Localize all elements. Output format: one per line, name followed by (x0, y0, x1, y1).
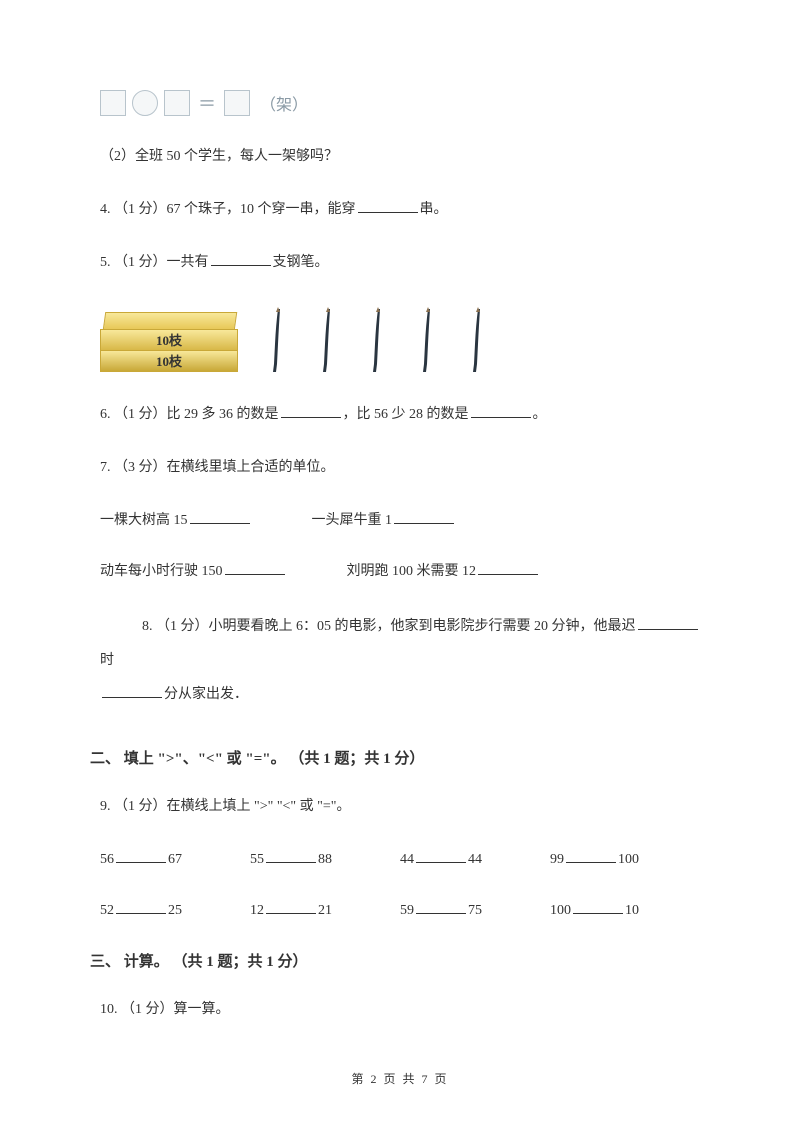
pencil-box-lid (103, 312, 238, 330)
pencil-box-layer-2: 10枝 (100, 350, 238, 372)
q9-r1-4-b: 100 (618, 852, 639, 867)
q9-r1-4: 99 100 (550, 847, 700, 872)
q6-blank-1[interactable] (281, 402, 341, 418)
equation-unit: （架） (260, 91, 308, 115)
q9-r1-1: 56 67 (100, 847, 250, 872)
question-5: 5. （1 分）一共有 支钢笔。 (100, 250, 710, 275)
q8-part1: 8. （1 分）小明要看晚上 6：05 的电影，他家到电影院步行需要 20 分钟… (142, 619, 636, 634)
q7-train-blank[interactable] (225, 559, 285, 575)
q6-blank-2[interactable] (471, 402, 531, 418)
q9-r2-3-b: 75 (468, 903, 482, 918)
question-7-intro: 7. （3 分）在横线里填上合适的单位。 (100, 455, 710, 480)
q9-r2-1: 52 25 (100, 898, 250, 923)
q5-blank[interactable] (211, 250, 271, 266)
equals-sign: ＝ (198, 90, 216, 116)
q9-r2-4: 100 10 (550, 898, 700, 923)
q7-train: 动车每小时行驶 150 (100, 559, 287, 584)
page-footer: 第 2 页 共 7 页 (0, 1070, 800, 1087)
pen-icon-1 (260, 304, 290, 374)
q9-r1-2-b: 88 (318, 852, 332, 867)
q9-r2-3: 59 75 (400, 898, 550, 923)
q7-run-text: 刘明跑 100 米需要 12 (347, 564, 477, 579)
question-8: 8. （1 分）小明要看晚上 6：05 的电影，他家到电影院步行需要 20 分钟… (100, 610, 710, 711)
pen-icon-4 (410, 304, 440, 374)
q7-train-text: 动车每小时行驶 150 (100, 564, 223, 579)
q9-r1-3: 44 44 (400, 847, 550, 872)
q8-blank-hour[interactable] (638, 614, 698, 630)
q9-row-1: 56 67 55 88 44 44 99 100 (100, 847, 710, 872)
q6-suffix: 。 (533, 407, 547, 422)
equation-operator-circle[interactable] (132, 90, 158, 116)
q9-r2-1-blank[interactable] (116, 898, 166, 914)
pencil-box-container: 10枝 10枝 (100, 312, 240, 374)
q9-r1-1-blank[interactable] (116, 847, 166, 863)
q9-r1-4-a: 99 (550, 852, 564, 867)
q9-r1-1-b: 67 (168, 852, 182, 867)
q9-r1-3-b: 44 (468, 852, 482, 867)
q7-row-1: 一棵大树高 15 一头犀牛重 1 (100, 508, 710, 533)
q7-tree-text: 一棵大树高 15 (100, 513, 188, 528)
pen-icon-2 (310, 304, 340, 374)
equation-fill-row: ＝ （架） (100, 90, 710, 116)
q9-r2-3-blank[interactable] (416, 898, 466, 914)
section-3-header: 三、 计算。 （共 1 题；共 1 分） (90, 950, 710, 971)
q4-suffix: 串。 (420, 202, 448, 217)
equation-box-1[interactable] (100, 90, 126, 116)
q7-run: 刘明跑 100 米需要 12 (347, 559, 541, 584)
section-2-header: 二、 填上 ">"、"<" 或 "="。 （共 1 题；共 1 分） (90, 747, 710, 768)
q9-row-2: 52 25 12 21 59 75 100 10 (100, 898, 710, 923)
pencil-illustration: 10枝 10枝 (100, 304, 710, 374)
q9-r1-3-a: 44 (400, 852, 414, 867)
q7-tree: 一棵大树高 15 (100, 508, 252, 533)
q5-prefix: 5. （1 分）一共有 (100, 255, 209, 270)
q9-r2-1-b: 25 (168, 903, 182, 918)
q9-r1-4-blank[interactable] (566, 847, 616, 863)
q9-r2-2-a: 12 (250, 903, 264, 918)
q9-r1-2-a: 55 (250, 852, 264, 867)
question-10: 10. （1 分）算一算。 (100, 997, 710, 1022)
q9-r2-4-a: 100 (550, 903, 571, 918)
q8-part2: 时 (100, 653, 114, 668)
equation-box-2[interactable] (164, 90, 190, 116)
q4-prefix: 4. （1 分）67 个珠子，10 个穿一串，能穿 (100, 202, 356, 217)
q4-blank[interactable] (358, 197, 418, 213)
q7-row-2: 动车每小时行驶 150 刘明跑 100 米需要 12 (100, 559, 710, 584)
question-9-intro: 9. （1 分）在横线上填上 ">" "<" 或 "="。 (100, 794, 710, 819)
equation-box-3[interactable] (224, 90, 250, 116)
q7-run-blank[interactable] (478, 559, 538, 575)
q7-rhino: 一头犀牛重 1 (312, 508, 457, 533)
q9-r2-2-b: 21 (318, 903, 332, 918)
q9-r2-4-blank[interactable] (573, 898, 623, 914)
q9-r2-2: 12 21 (250, 898, 400, 923)
q9-r1-1-a: 56 (100, 852, 114, 867)
q6-mid: ，比 56 少 28 的数是 (343, 407, 469, 422)
q9-r2-4-b: 10 (625, 903, 639, 918)
q9-r1-2-blank[interactable] (266, 847, 316, 863)
q6-prefix: 6. （1 分）比 29 多 36 的数是 (100, 407, 279, 422)
q7-tree-blank[interactable] (190, 508, 250, 524)
q9-r2-1-a: 52 (100, 903, 114, 918)
pen-icon-3 (360, 304, 390, 374)
pen-icon-5 (460, 304, 490, 374)
question-sub2: （2）全班 50 个学生，每人一架够吗？ (100, 144, 710, 169)
q9-r1-2: 55 88 (250, 847, 400, 872)
q9-r1-3-blank[interactable] (416, 847, 466, 863)
q9-r2-3-a: 59 (400, 903, 414, 918)
question-6: 6. （1 分）比 29 多 36 的数是 ，比 56 少 28 的数是 。 (100, 402, 710, 427)
q7-rhino-blank[interactable] (394, 508, 454, 524)
q7-rhino-text: 一头犀牛重 1 (312, 513, 393, 528)
question-4: 4. （1 分）67 个珠子，10 个穿一串，能穿 串。 (100, 197, 710, 222)
q8-blank-min[interactable] (102, 682, 162, 698)
q9-r2-2-blank[interactable] (266, 898, 316, 914)
q8-part3: 分从家出发． (164, 687, 248, 702)
q5-suffix: 支钢笔。 (273, 255, 329, 270)
pencil-box-layer-1: 10枝 (100, 329, 238, 351)
